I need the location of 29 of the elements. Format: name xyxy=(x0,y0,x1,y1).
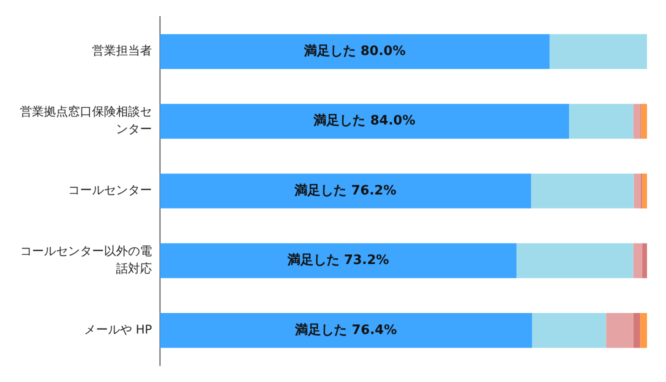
bar xyxy=(532,313,606,348)
bar xyxy=(160,243,516,278)
bar xyxy=(606,313,634,348)
y-tick-label: 営業拠点窓口保険相談センター xyxy=(20,104,152,136)
bar xyxy=(160,174,532,208)
bar xyxy=(516,243,634,278)
y-tick-label: コールセンター以外の電話対応 xyxy=(20,244,152,276)
bar xyxy=(633,313,640,348)
y-tick-label: 営業担当者 xyxy=(92,44,152,58)
bar xyxy=(641,104,647,139)
data-label: 満足した 80.0% xyxy=(302,44,406,59)
bar xyxy=(642,243,647,278)
bar xyxy=(642,174,647,208)
bar xyxy=(550,34,647,69)
bar xyxy=(160,104,570,139)
data-label: 満足した 73.2% xyxy=(286,253,390,268)
y-tick-label: コールセンター xyxy=(68,183,152,198)
bar xyxy=(633,243,642,278)
bar xyxy=(569,104,634,139)
bar xyxy=(633,104,640,139)
data-label: 満足した 76.2% xyxy=(294,183,396,198)
data-label: 満足した 76.4% xyxy=(294,322,397,338)
bar xyxy=(634,174,641,208)
bar xyxy=(160,34,550,69)
data-label: 満足した 84.0% xyxy=(312,114,416,129)
bar xyxy=(160,313,532,348)
bar xyxy=(640,313,647,348)
bar xyxy=(531,174,634,208)
y-tick-label: メールや HP xyxy=(84,322,152,337)
